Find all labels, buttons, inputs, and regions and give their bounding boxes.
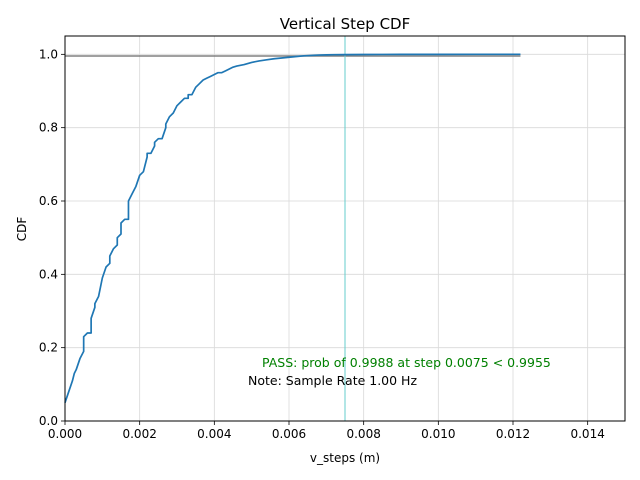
x-tick-label: 0.014 bbox=[570, 427, 604, 441]
y-tick-label: 0.8 bbox=[39, 121, 58, 135]
x-tick-label: 0.006 bbox=[272, 427, 306, 441]
y-tick-label: 0.4 bbox=[39, 267, 58, 281]
y-tick-label: 0.2 bbox=[39, 341, 58, 355]
y-tick-label: 0.6 bbox=[39, 194, 58, 208]
x-tick-label: 0.004 bbox=[197, 427, 231, 441]
x-axis-label: v_steps (m) bbox=[310, 451, 380, 465]
series-layer bbox=[64, 53, 521, 403]
chart-title: Vertical Step CDF bbox=[280, 15, 411, 33]
x-tick-label: 0.010 bbox=[421, 427, 455, 441]
y-tick-label: 1.0 bbox=[39, 47, 58, 61]
x-tick-label: 0.012 bbox=[496, 427, 530, 441]
plot-frame bbox=[64, 35, 626, 422]
x-tick-label: 0.008 bbox=[346, 427, 380, 441]
sample-rate-note: Note: Sample Rate 1.00 Hz bbox=[248, 373, 417, 388]
y-tick-label: 0.0 bbox=[39, 414, 58, 428]
x-tick-label: 0.000 bbox=[48, 427, 82, 441]
y-axis-label: CDF bbox=[15, 217, 29, 242]
y-axis-ticks: 0.0 0.2 0.4 0.6 0.8 1.0 bbox=[39, 47, 65, 428]
x-tick-label: 0.002 bbox=[122, 427, 156, 441]
cdf-line bbox=[64, 53, 521, 403]
pass-annotation: PASS: prob of 0.9988 at step 0.0075 < 0.… bbox=[262, 355, 551, 370]
x-axis-ticks: 0.000 0.002 0.004 0.006 0.008 0.010 0.012 0.014 bbox=[48, 421, 605, 441]
reference-lines bbox=[65, 36, 521, 421]
